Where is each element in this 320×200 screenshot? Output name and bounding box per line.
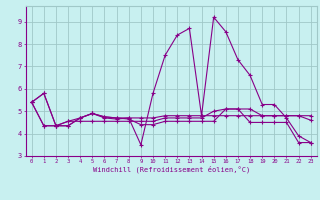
X-axis label: Windchill (Refroidissement éolien,°C): Windchill (Refroidissement éolien,°C) [92,166,250,173]
